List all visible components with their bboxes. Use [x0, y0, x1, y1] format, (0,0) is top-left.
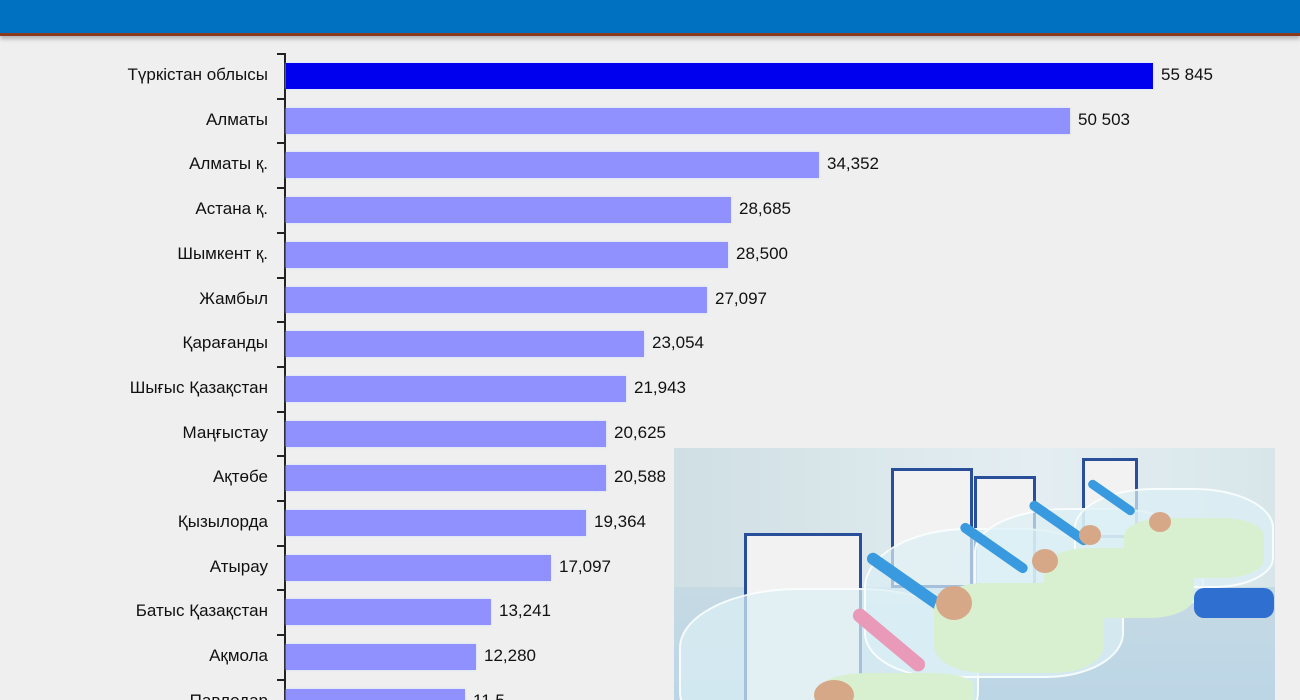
bar-row: Атырау 17,097 [0, 544, 1300, 590]
axis-tick [277, 365, 285, 368]
baby-head [1032, 549, 1058, 573]
axis-tick [277, 589, 285, 592]
bassinet-base [1194, 588, 1274, 618]
bar-row: Алматы қ. 34,352 [0, 142, 1300, 187]
category-label: Қызылорда [177, 512, 268, 531]
value-label: 28,500 [736, 243, 788, 263]
newborns-photo [674, 448, 1275, 700]
bar [286, 420, 606, 447]
bar [286, 688, 465, 700]
bar [286, 465, 606, 492]
bar-row: Қарағанды 23,054 [0, 321, 1300, 366]
bar [286, 241, 728, 268]
value-label: 50 503 [1078, 109, 1130, 129]
category-label: Ақмола [209, 646, 268, 666]
bar [286, 554, 551, 581]
axis-tick [277, 634, 285, 637]
bar [286, 286, 707, 313]
value-label: 12,280 [484, 646, 536, 666]
blanket [1124, 518, 1264, 578]
y-axis-line [284, 53, 286, 700]
value-label: 34,352 [827, 154, 879, 174]
bar-row: Шымкент қ. 28,500 [0, 231, 1300, 277]
bar-row: Ақтөбе 20,588 [0, 455, 1300, 500]
value-label: 21,943 [634, 377, 686, 397]
title-banner [0, 0, 1300, 36]
bar [286, 107, 1070, 134]
value-label: 19,364 [594, 512, 646, 531]
category-label: Атырау [209, 556, 268, 576]
axis-tick [277, 231, 285, 234]
axis-tick [277, 544, 285, 547]
value-label: 11,5__ [473, 691, 524, 700]
value-label: 20,588 [614, 467, 666, 487]
axis-tick [277, 678, 285, 681]
category-label: Астана қ. [195, 199, 268, 219]
bar-row: Астана қ. 28,685 [0, 187, 1300, 232]
bar-row: Шығыс Қазақстан 21,943 [0, 365, 1300, 411]
bar [286, 63, 1153, 89]
value-label: 28,685 [739, 199, 791, 219]
category-label: Алматы [205, 109, 268, 129]
bar-row: Павлодар 11,5__ [0, 678, 1300, 700]
axis-tick [277, 142, 285, 145]
baby-head [1079, 525, 1101, 545]
bar [286, 375, 626, 402]
baby-head [814, 680, 854, 700]
value-label: 17,097 [559, 556, 611, 576]
bar [286, 599, 491, 626]
bar [286, 510, 586, 536]
axis-tick [277, 53, 285, 55]
value-label: 13,241 [499, 601, 551, 621]
baby-head [1149, 512, 1171, 532]
value-label: 55 845 [1161, 65, 1213, 84]
value-label: 20,625 [614, 422, 666, 442]
category-label: Шымкент қ. [177, 243, 268, 263]
bar-row: Ақмола 12,280 [0, 634, 1300, 679]
category-label: Маңғыстау [182, 422, 268, 442]
bar-row: Алматы 50 503 [0, 97, 1300, 143]
bar [286, 197, 731, 224]
category-label: Түркістан облысы [127, 65, 269, 84]
bar [286, 644, 476, 671]
category-label: Ақтөбе [212, 467, 268, 487]
category-label: Алматы қ. [189, 154, 268, 174]
baby-head [936, 586, 972, 620]
value-label: 27,097 [715, 288, 767, 308]
bar-row: Қызылорда 19,364 [0, 500, 1300, 545]
value-label: 23,054 [652, 333, 704, 353]
axis-tick [277, 97, 285, 100]
axis-tick [277, 187, 285, 190]
bar [286, 331, 644, 358]
axis-tick [277, 410, 285, 413]
category-label: Павлодар [190, 691, 268, 700]
axis-tick [277, 321, 285, 324]
category-label: Шығыс Қазақстан [129, 377, 268, 397]
category-label: Жамбыл [199, 288, 268, 308]
category-label: Қарағанды [182, 333, 268, 353]
bar-row: Түркістан облысы 55 845 [0, 53, 1300, 98]
axis-tick [277, 455, 285, 458]
bar-row: Маңғыстау 20,625 [0, 410, 1300, 456]
bar-row: Жамбыл 27,097 [0, 276, 1300, 322]
category-label: Батыс Қазақстан [135, 601, 268, 621]
axis-tick [277, 276, 285, 279]
bar [286, 152, 819, 179]
bar-row: Батыс Қазақстан 13,241 [0, 589, 1300, 634]
axis-tick [277, 500, 285, 502]
